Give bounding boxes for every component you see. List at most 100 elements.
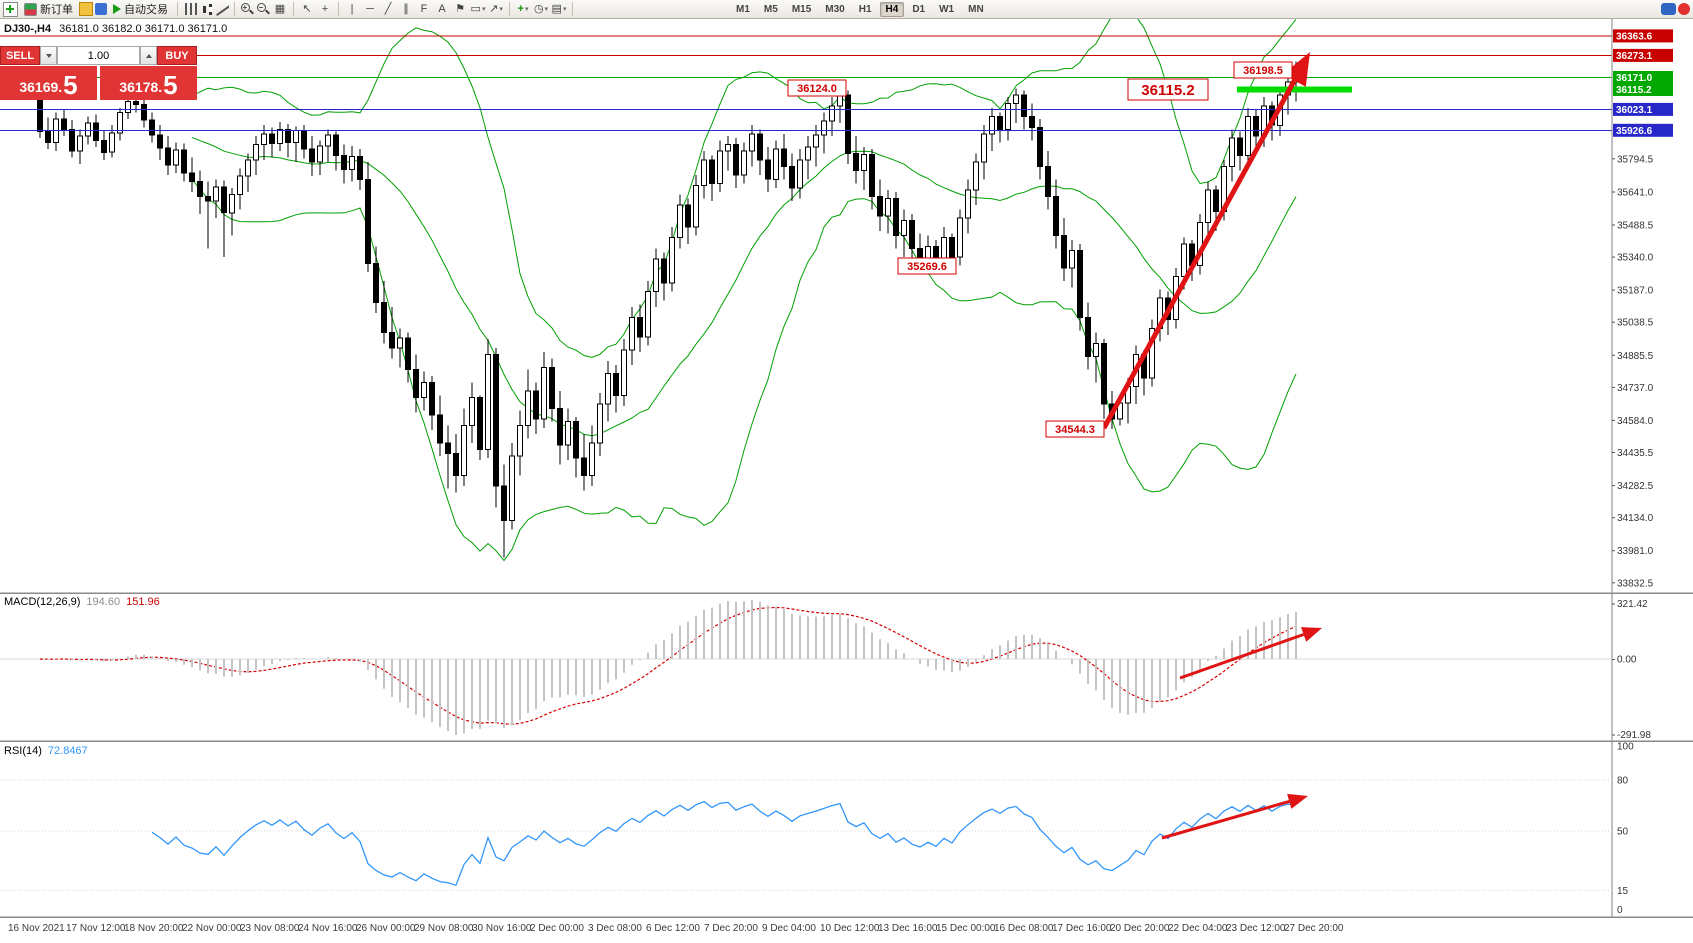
auto-trading-button[interactable]: 自动交易	[109, 1, 172, 17]
sell-price-tile[interactable]: 36169. 5	[0, 66, 97, 100]
trade-controls-row: SELL BUY	[0, 46, 197, 65]
text-tool-icon[interactable]: A	[438, 2, 446, 15]
cursor-icon[interactable]: ↖	[302, 2, 312, 15]
metaeditor-icon[interactable]	[79, 2, 93, 16]
svg-text:36115.2: 36115.2	[1141, 82, 1194, 99]
svg-text:22 Dec 04:00: 22 Dec 04:00	[1168, 923, 1228, 934]
svg-text:13 Dec 16:00: 13 Dec 16:00	[878, 923, 938, 934]
svg-text:15 Dec 00:00: 15 Dec 00:00	[936, 923, 996, 934]
fibonacci-icon[interactable]: F	[420, 2, 428, 15]
tile-windows-icon[interactable]: ▦	[274, 2, 286, 15]
svg-text:29 Nov 08:00: 29 Nov 08:00	[414, 923, 474, 934]
volume-input[interactable]	[57, 46, 140, 65]
zoom-out-icon[interactable]: −	[256, 2, 270, 16]
svg-text:36115.2: 36115.2	[1616, 85, 1652, 96]
trendline-icon[interactable]: ╱	[384, 2, 392, 15]
svg-text:18 Nov 20:00: 18 Nov 20:00	[124, 923, 184, 934]
svg-text:17 Nov 12:00: 17 Nov 12:00	[66, 923, 126, 934]
auto-trading-label: 自动交易	[124, 4, 168, 16]
svg-text:35641.0: 35641.0	[1617, 188, 1654, 199]
svg-text:17 Dec 16:00: 17 Dec 16:00	[1052, 923, 1112, 934]
indicators-add-icon[interactable]: +	[515, 2, 531, 17]
candles-layer	[37, 61, 1299, 558]
timeframe-w1[interactable]: W1	[939, 3, 955, 15]
toolbar-separator	[234, 2, 235, 16]
timeframe-h4[interactable]: H4	[879, 1, 905, 17]
symbol-period-label: DJ30-,H4	[4, 23, 52, 35]
toolbar-separator	[293, 2, 294, 16]
timeframe-m5[interactable]: M5	[763, 3, 778, 15]
timeframe-h1[interactable]: H1	[858, 3, 872, 15]
crosshair-icon[interactable]: +	[321, 2, 329, 15]
community-icon[interactable]	[1661, 3, 1676, 15]
new-order-button[interactable]: 新订单	[20, 1, 77, 17]
template-dropdown-icon[interactable]: ▤	[551, 2, 567, 17]
market-icon[interactable]	[95, 3, 107, 15]
horizontal-line-icon[interactable]: ─	[366, 2, 374, 15]
ask-price: 36178.	[119, 79, 163, 95]
macd-panel: 321.42 0.00 -291.98	[0, 599, 1651, 741]
horizontal-lines	[0, 35, 1612, 131]
svg-text:9 Dec 04:00: 9 Dec 04:00	[762, 923, 816, 934]
svg-text:33981.0: 33981.0	[1617, 546, 1654, 557]
volume-decrease-button[interactable]	[40, 46, 57, 65]
svg-text:36171.0: 36171.0	[1616, 73, 1653, 84]
channel-icon[interactable]: ∥	[403, 2, 409, 15]
svg-text:7 Dec 20:00: 7 Dec 20:00	[704, 923, 758, 934]
macd-name: MACD(12,26,9)	[4, 596, 81, 608]
svg-text:50: 50	[1617, 827, 1629, 838]
price-axis: 35794.5 35641.0 35488.5 35340.0 35187.0 35038…	[1611, 19, 1673, 917]
timeframe-d1[interactable]: D1	[912, 3, 926, 15]
timeframe-m1[interactable]: M1	[736, 3, 750, 15]
new-chart-icon[interactable]	[3, 1, 18, 17]
label-tool-icon[interactable]: ⚑	[455, 2, 465, 15]
svg-text:24 Nov 16:00: 24 Nov 16:00	[298, 923, 358, 934]
svg-text:35794.5: 35794.5	[1617, 154, 1654, 165]
trade-prices-row: 36169. 5 36178. 5	[0, 66, 197, 100]
bar-chart-icon[interactable]	[183, 2, 199, 17]
bid-price-pip: 5	[63, 70, 78, 100]
rsi-panel: 100 80 50 15 0	[0, 742, 1634, 916]
timeframe-m15[interactable]: M15	[791, 3, 812, 15]
svg-text:27 Dec 20:00: 27 Dec 20:00	[1284, 923, 1344, 934]
vertical-line-icon[interactable]: |	[350, 2, 354, 15]
arrows-dropdown-icon[interactable]: ↗	[488, 2, 504, 17]
svg-text:3 Dec 08:00: 3 Dec 08:00	[588, 923, 642, 934]
timeframe-mn[interactable]: MN	[968, 3, 984, 15]
svg-text:23 Nov 08:00: 23 Nov 08:00	[240, 923, 300, 934]
main-toolbar: 新订单 自动交易 + − ▦ ↖ + | ─ ╱ ∥ F A ⚑ ▭ ↗ + ◷…	[0, 0, 1693, 19]
line-chart-icon[interactable]	[216, 3, 229, 16]
buy-price-tile[interactable]: 36178. 5	[100, 66, 197, 100]
svg-text:0: 0	[1617, 905, 1623, 916]
svg-text:34282.5: 34282.5	[1617, 481, 1654, 492]
rsi-name: RSI(14)	[4, 745, 42, 757]
ask-price-pip: 5	[163, 70, 178, 100]
timeframe-m30[interactable]: M30	[825, 3, 845, 15]
buy-button[interactable]: BUY	[157, 46, 197, 65]
toolbar-separator	[509, 2, 510, 16]
svg-text:15: 15	[1617, 886, 1629, 897]
one-click-trading-panel: SELL BUY 36169. 5 36178. 5	[0, 46, 197, 100]
svg-text:34544.3: 34544.3	[1055, 424, 1095, 436]
pane-separators	[0, 592, 1693, 918]
notification-icon[interactable]	[1678, 3, 1690, 15]
sell-button[interactable]: SELL	[0, 46, 40, 65]
new-order-icon	[24, 2, 37, 16]
toolbar-separator	[338, 2, 339, 16]
ohlc-values: 36181.0 36182.0 36171.0 36171.0	[59, 23, 228, 35]
svg-text:35038.5: 35038.5	[1617, 318, 1654, 329]
new-order-label: 新订单	[40, 4, 73, 16]
periods-dropdown-icon[interactable]: ◷	[533, 2, 549, 17]
svg-text:35926.6: 35926.6	[1616, 126, 1653, 137]
rsi-value: 72.8467	[47, 745, 88, 757]
volume-increase-button[interactable]	[140, 46, 157, 65]
candlestick-chart-icon[interactable]	[201, 2, 214, 16]
svg-text:100: 100	[1617, 742, 1634, 753]
svg-text:35269.6: 35269.6	[907, 261, 947, 273]
shapes-dropdown-icon[interactable]: ▭	[470, 2, 486, 17]
svg-text:36023.1: 36023.1	[1616, 105, 1653, 116]
zoom-in-icon[interactable]: +	[240, 2, 254, 16]
macd-main-value: 194.60	[86, 596, 121, 608]
